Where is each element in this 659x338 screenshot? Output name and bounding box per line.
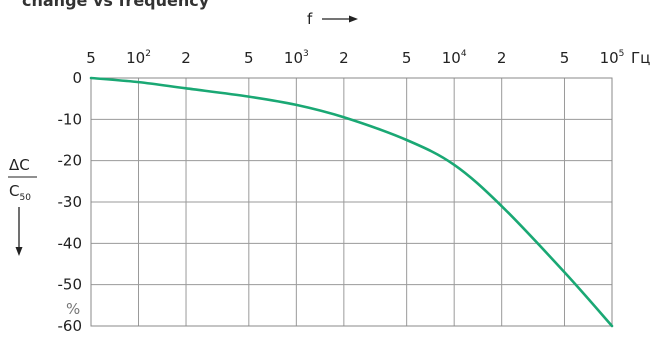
y-tick-label: -20 [58, 152, 83, 170]
x-tick-label: 5 [560, 49, 570, 67]
y-axis-unit: % [66, 300, 80, 318]
y-axis-label-denominator: C50 [9, 182, 31, 203]
x-tick-label: 5 [86, 49, 96, 67]
y-axis-label-subscript: 50 [19, 193, 31, 203]
y-tick-label: -40 [58, 234, 83, 252]
x-tick-label: 2 [339, 49, 349, 67]
x-tick-label: 2 [497, 49, 507, 67]
y-tick-label: 0 [72, 69, 82, 87]
x-tick-label: 102 [126, 49, 151, 67]
x-tick-label: 104 [442, 49, 467, 67]
plot-frame [90, 77, 613, 327]
y-tick-label: -60 [58, 317, 83, 335]
y-axis-arrow [15, 207, 23, 256]
x-axis-unit: Гц [631, 49, 650, 67]
x-axis-label: f [307, 10, 313, 28]
y-tick-label: -30 [58, 193, 83, 211]
series-line [89, 76, 614, 328]
x-tick-label: 2 [181, 49, 191, 67]
y-tick-label: -50 [58, 276, 83, 294]
y-axis-label-numerator: ΔC [9, 156, 30, 174]
x-tick-label: 5 [244, 49, 254, 67]
x-tick-label: 105 [600, 49, 625, 67]
x-axis-arrow [322, 15, 358, 23]
x-tick-label: 5 [402, 49, 412, 67]
x-tick-label: 103 [284, 49, 309, 67]
y-tick-label: -10 [58, 110, 83, 128]
chart-title: change vs frequency [22, 0, 210, 10]
